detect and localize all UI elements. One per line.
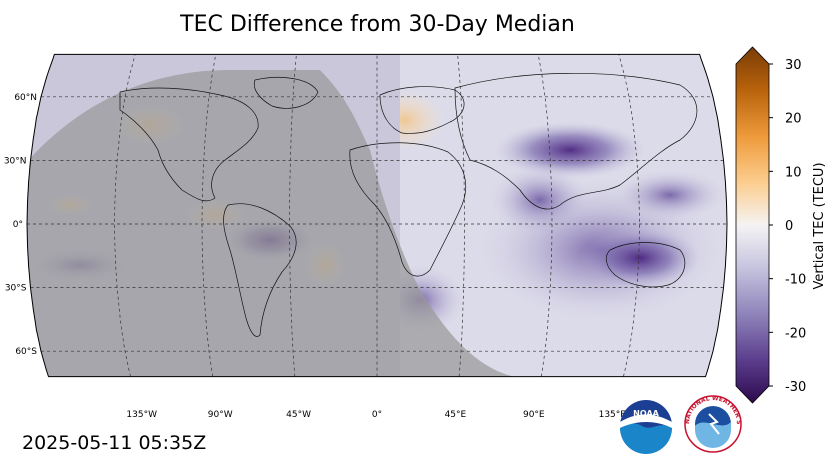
graticule — [27, 54, 727, 377]
colorbar-tick-label: -20 — [785, 326, 806, 341]
colorbar-label: Vertical TEC (TECU) — [812, 162, 827, 289]
asia-outline — [454, 72, 698, 210]
longitude-labels: 135°W 90°W 45°W 0° 45°E 90°E 135°E — [126, 410, 626, 420]
north-america-outline — [119, 87, 259, 202]
meridian-line — [537, 54, 553, 377]
africa-outline — [349, 142, 466, 277]
meridian-line — [618, 54, 640, 377]
meridian-line — [114, 54, 136, 377]
colorbar: 30 20 10 0 -10 -20 -30 Vertical TEC (TECU) — [735, 46, 827, 404]
longitude-label: 0° — [372, 410, 382, 420]
longitude-label: 45°W — [286, 410, 311, 420]
longitude-label: 45°E — [445, 410, 467, 420]
latitude-label: 30°N — [4, 156, 27, 166]
colorbar-tick-label: -10 — [785, 273, 806, 288]
europe-outline — [379, 86, 465, 134]
australia-outline — [605, 242, 686, 288]
latitude-labels: 60°N 30°N 0° 30°S 60°S — [4, 93, 37, 357]
latitude-label: 30°S — [5, 284, 27, 294]
south-america-outline — [223, 203, 297, 337]
meridian-line — [201, 54, 217, 377]
tec-negative-region-australia — [580, 228, 700, 288]
longitude-label: 135°W — [126, 410, 157, 420]
latitude-label: 60°S — [15, 347, 37, 357]
longitude-label: 135°E — [599, 410, 627, 420]
noaa-logo: NOAA — [620, 400, 672, 454]
colorbar-tick-label: 20 — [785, 112, 802, 127]
tec-negative-region-pacific — [615, 170, 725, 220]
tec-negative-region-india — [490, 165, 590, 235]
tec-negative-region-asia — [495, 122, 645, 178]
coastlines — [119, 72, 698, 398]
robinson-map — [26, 53, 728, 398]
colorbar-tick-label: 0 — [785, 219, 793, 234]
colorbar-tick-label: 10 — [785, 165, 802, 180]
night-shading — [27, 70, 727, 377]
chart-title: TEC Difference from 30-Day Median — [180, 12, 575, 37]
nws-logo: NATIONAL WEATHER SERVICE — [684, 395, 742, 453]
timestamp: 2025-05-11 05:35Z — [22, 432, 207, 454]
colorbar-tick-label: 30 — [785, 58, 802, 73]
longitude-label: 90°E — [523, 410, 545, 420]
globe-outline — [26, 53, 728, 378]
colorbar-tick-label: -30 — [785, 380, 806, 395]
latitude-label: 60°N — [14, 93, 37, 103]
greenland-outline — [253, 76, 319, 109]
antarctica-outline — [120, 377, 613, 398]
colorbar-gradient — [735, 46, 770, 404]
noaa-logo-text: NOAA — [633, 409, 659, 418]
latitude-label: 0° — [13, 220, 23, 230]
longitude-label: 90°W — [208, 410, 233, 420]
colorbar-ticks: 30 20 10 0 -10 -20 -30 — [769, 58, 806, 395]
